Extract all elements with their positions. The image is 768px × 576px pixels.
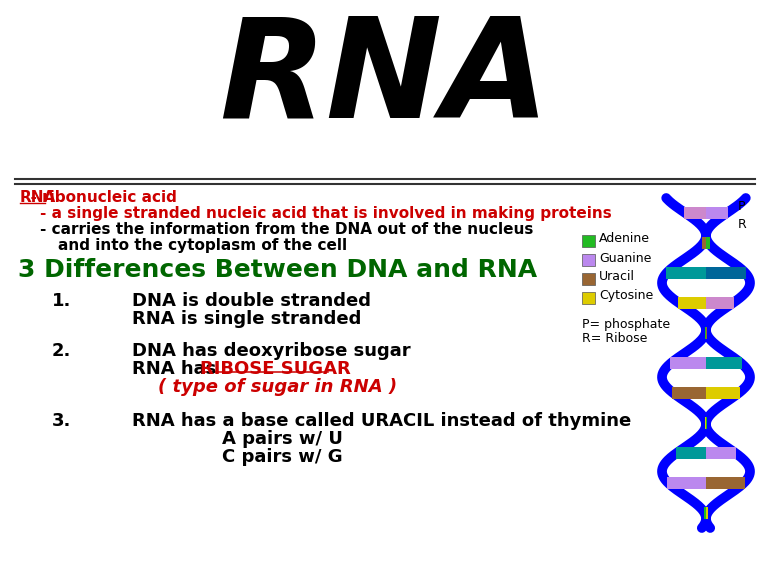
Text: Cytosine: Cytosine — [599, 290, 654, 302]
FancyBboxPatch shape — [706, 267, 746, 279]
FancyBboxPatch shape — [582, 235, 595, 247]
FancyBboxPatch shape — [667, 477, 706, 489]
FancyBboxPatch shape — [676, 447, 706, 459]
Text: RNA has a base called URACIL instead of thymine: RNA has a base called URACIL instead of … — [132, 412, 631, 430]
Text: RNA has: RNA has — [132, 360, 223, 378]
FancyBboxPatch shape — [672, 387, 706, 399]
FancyBboxPatch shape — [706, 417, 707, 429]
Text: 3 Differences Between DNA and RNA: 3 Differences Between DNA and RNA — [18, 258, 537, 282]
FancyBboxPatch shape — [706, 237, 710, 249]
Text: 1.: 1. — [52, 292, 71, 310]
FancyBboxPatch shape — [703, 237, 706, 249]
FancyBboxPatch shape — [706, 297, 734, 309]
Text: P: P — [738, 199, 746, 213]
Text: A pairs w/ U: A pairs w/ U — [222, 430, 343, 448]
FancyBboxPatch shape — [582, 254, 595, 266]
FancyBboxPatch shape — [678, 297, 706, 309]
Text: R= Ribose: R= Ribose — [582, 332, 647, 345]
Text: RNA is single stranded: RNA is single stranded — [132, 310, 362, 328]
Text: and into the cytoplasm of the cell: and into the cytoplasm of the cell — [58, 238, 347, 253]
FancyBboxPatch shape — [706, 357, 742, 369]
FancyBboxPatch shape — [666, 267, 706, 279]
Text: DNA has deoxyribose sugar: DNA has deoxyribose sugar — [132, 342, 411, 360]
FancyBboxPatch shape — [706, 327, 707, 339]
Text: P= phosphate: P= phosphate — [582, 318, 670, 331]
Text: R: R — [738, 218, 746, 230]
FancyBboxPatch shape — [706, 477, 745, 489]
Text: - a single stranded nucleic acid that is involved in making proteins: - a single stranded nucleic acid that is… — [40, 206, 612, 221]
FancyBboxPatch shape — [703, 507, 706, 519]
Text: ( type of sugar in RNA ): ( type of sugar in RNA ) — [158, 378, 397, 396]
Text: Uracil: Uracil — [599, 271, 635, 283]
Text: RNA: RNA — [20, 190, 56, 205]
FancyBboxPatch shape — [706, 207, 728, 219]
Text: 2.: 2. — [52, 342, 71, 360]
FancyBboxPatch shape — [706, 447, 737, 459]
FancyBboxPatch shape — [684, 207, 706, 219]
Text: RNA: RNA — [219, 11, 549, 146]
FancyBboxPatch shape — [705, 417, 706, 429]
Text: RIBOSE SUGAR: RIBOSE SUGAR — [200, 360, 351, 378]
FancyBboxPatch shape — [706, 507, 709, 519]
Text: - ribonucleic acid: - ribonucleic acid — [20, 190, 177, 205]
Text: Adenine: Adenine — [599, 233, 650, 245]
FancyBboxPatch shape — [582, 273, 595, 285]
FancyBboxPatch shape — [706, 387, 740, 399]
Text: Guanine: Guanine — [599, 252, 651, 264]
FancyBboxPatch shape — [704, 327, 706, 339]
Text: C pairs w/ G: C pairs w/ G — [222, 448, 343, 466]
Text: - carries the information from the DNA out of the nucleus: - carries the information from the DNA o… — [40, 222, 533, 237]
FancyBboxPatch shape — [670, 357, 706, 369]
FancyBboxPatch shape — [582, 292, 595, 304]
Text: 3.: 3. — [52, 412, 71, 430]
Text: DNA is double stranded: DNA is double stranded — [132, 292, 371, 310]
